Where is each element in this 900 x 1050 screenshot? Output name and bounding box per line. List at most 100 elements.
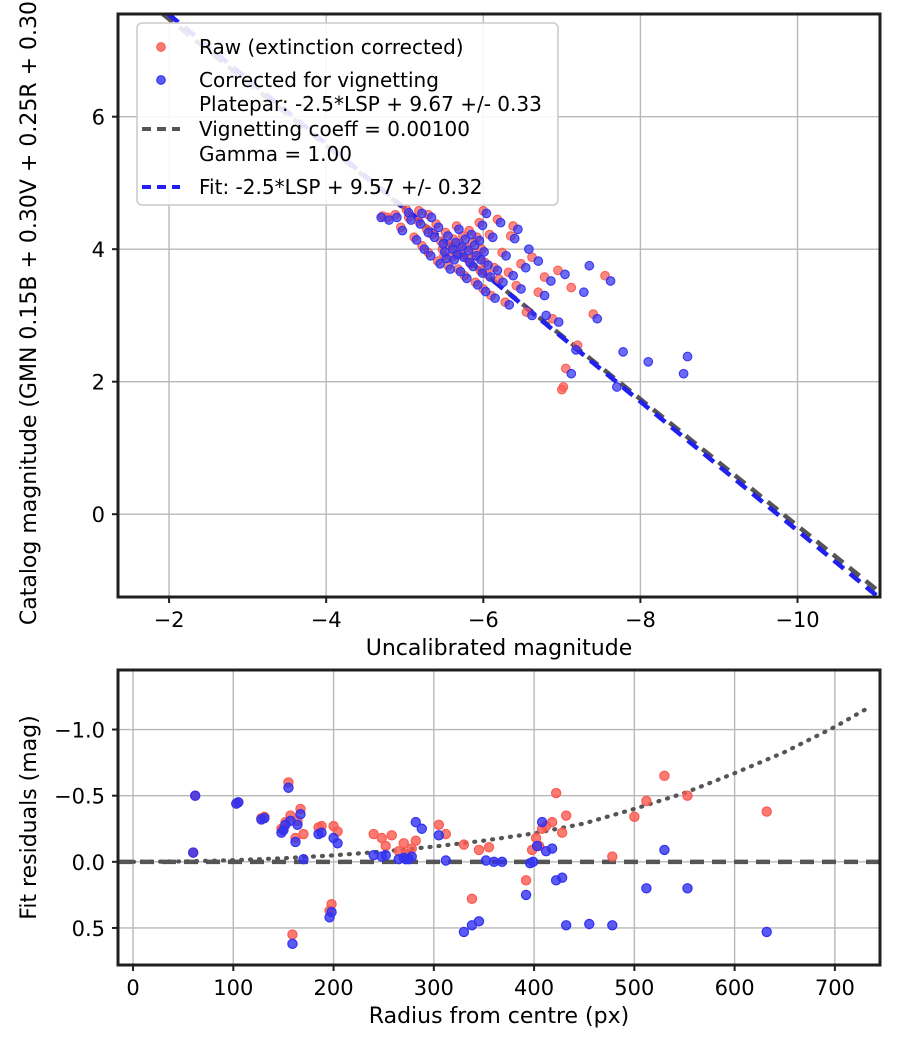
top-data-point: [397, 225, 408, 236]
top-data-point: [592, 313, 603, 324]
top-data-point: [481, 208, 492, 219]
bottom-data-point: [233, 797, 244, 808]
bottom-data-point: [641, 795, 652, 807]
bottom-data-point: [287, 938, 298, 950]
top-data-point: [479, 246, 489, 257]
top-plot-frame: [116, 12, 882, 599]
bottom-data-point: [433, 819, 445, 830]
bottom-data-point: [440, 855, 452, 866]
bottom-data-point: [466, 893, 478, 905]
legend-label-platepar-line3: Gamma = 1.00: [199, 142, 352, 166]
top-xtick-label-0: −2: [154, 608, 185, 632]
top-data-point: [487, 232, 498, 243]
top-xtick-label-4: −10: [775, 608, 819, 632]
legend-label-corrected: Corrected for vignetting: [199, 68, 439, 92]
top-data-point: [477, 220, 488, 231]
bottom-data-point: [607, 851, 618, 862]
bottom-data-point: [292, 819, 303, 830]
top-data-point: [584, 260, 595, 271]
top-ytick-label-0: 0: [92, 503, 105, 527]
bottom-plot-points: [187, 770, 772, 950]
bottom-data-point: [682, 790, 693, 801]
bottom-data-point: [546, 843, 558, 854]
top-data-point: [472, 280, 483, 290]
legend-label-raw: Raw (extinction corrected): [199, 35, 464, 59]
top-plot-points: [376, 204, 693, 395]
top-data-point: [541, 310, 551, 321]
bottom-data-point: [560, 920, 572, 931]
bottom-data-point: [473, 916, 485, 927]
bottom-xtick-label-2: 200: [314, 976, 354, 1000]
top-data-point: [426, 212, 437, 223]
top-data-point: [682, 351, 693, 362]
bottom-data-point: [368, 828, 379, 840]
bottom-data-point: [295, 808, 306, 820]
top-ytick-label-1: 2: [92, 371, 105, 395]
bottom-data-point: [659, 844, 670, 856]
bottom-data-point: [298, 853, 309, 865]
top-data-point: [533, 256, 544, 266]
bottom-data-point: [410, 835, 421, 846]
bottom-data-point: [298, 828, 309, 840]
bottom-xaxis-title: Radius from centre (px): [369, 1004, 629, 1029]
bottom-plot-frame: [116, 668, 882, 967]
vignetting-curve: [130, 707, 868, 864]
bottom-plot-ticks: 0 100 200 300 400 500 600 700 0.5 0.0 −0.5 −1.0: [54, 719, 855, 1000]
bottom-data-point: [380, 840, 391, 852]
top-data-point: [445, 264, 456, 274]
bottom-data-point: [316, 827, 327, 838]
bottom-data-point: [458, 926, 470, 938]
top-data-point: [441, 253, 452, 264]
top-xtick-label-3: −8: [625, 608, 656, 632]
bottom-data-point: [556, 827, 568, 838]
top-data-point: [611, 382, 622, 392]
top-data-point: [425, 250, 436, 261]
top-data-point: [643, 356, 654, 367]
top-ytick-label-2: 4: [92, 238, 105, 262]
top-data-point: [376, 212, 387, 223]
bottom-data-point: [380, 850, 391, 861]
top-data-point: [415, 219, 426, 229]
top-data-point: [558, 382, 569, 392]
top-data-point: [578, 287, 589, 298]
bottom-data-point: [520, 875, 532, 886]
bottom-ytick-label-2: −0.5: [54, 785, 105, 809]
top-data-point: [618, 347, 628, 357]
top-data-point: [523, 244, 534, 255]
top-data-point: [438, 239, 449, 249]
top-data-point: [454, 224, 464, 235]
legend-label-fit: Fit: -2.5*LSP + 9.57 +/- 0.32: [199, 175, 482, 199]
top-data-point: [509, 233, 520, 244]
legend-marker-raw-icon: [156, 42, 166, 52]
top-data-point: [468, 261, 478, 272]
top-data-point: [516, 284, 526, 294]
top-data-point: [498, 277, 508, 288]
bottom-data-point: [406, 851, 417, 862]
top-data-point: [539, 290, 550, 301]
bottom-data-point: [520, 889, 532, 901]
bottom-data-point: [550, 787, 562, 799]
top-data-point: [553, 317, 564, 327]
bottom-yaxis-title: Fit residuals (mag): [17, 715, 42, 919]
bottom-data-point: [496, 856, 508, 868]
top-data-point: [501, 250, 511, 261]
top-data-point: [411, 235, 422, 245]
bottom-data-point: [546, 816, 558, 828]
top-data-point: [419, 244, 430, 255]
bottom-data-point: [410, 816, 421, 828]
bottom-data-point: [531, 840, 543, 852]
bottom-ytick-label-0: 0.5: [72, 917, 105, 941]
bottom-panel-fit-residuals: 0 100 200 300 400 500 600 700 0.5 0.0 −0.5 −1.0 Radi…: [17, 668, 882, 1029]
bottom-xtick-label-4: 400: [514, 976, 554, 1000]
bottom-data-point: [682, 883, 693, 894]
legend-label-platepar-line2: Vignetting coeff = 0.00100: [199, 117, 470, 141]
top-data-point: [508, 270, 518, 281]
top-data-point: [492, 265, 503, 276]
top-panel-photometric-calibration: −2 −4 −6 −8 −10 0 2 4 6 Uncalibrated magnitude Cat…: [17, 0, 882, 661]
top-data-point: [512, 224, 523, 235]
top-data-point: [560, 269, 570, 280]
bottom-data-point: [536, 816, 548, 828]
top-data-point: [406, 215, 416, 225]
